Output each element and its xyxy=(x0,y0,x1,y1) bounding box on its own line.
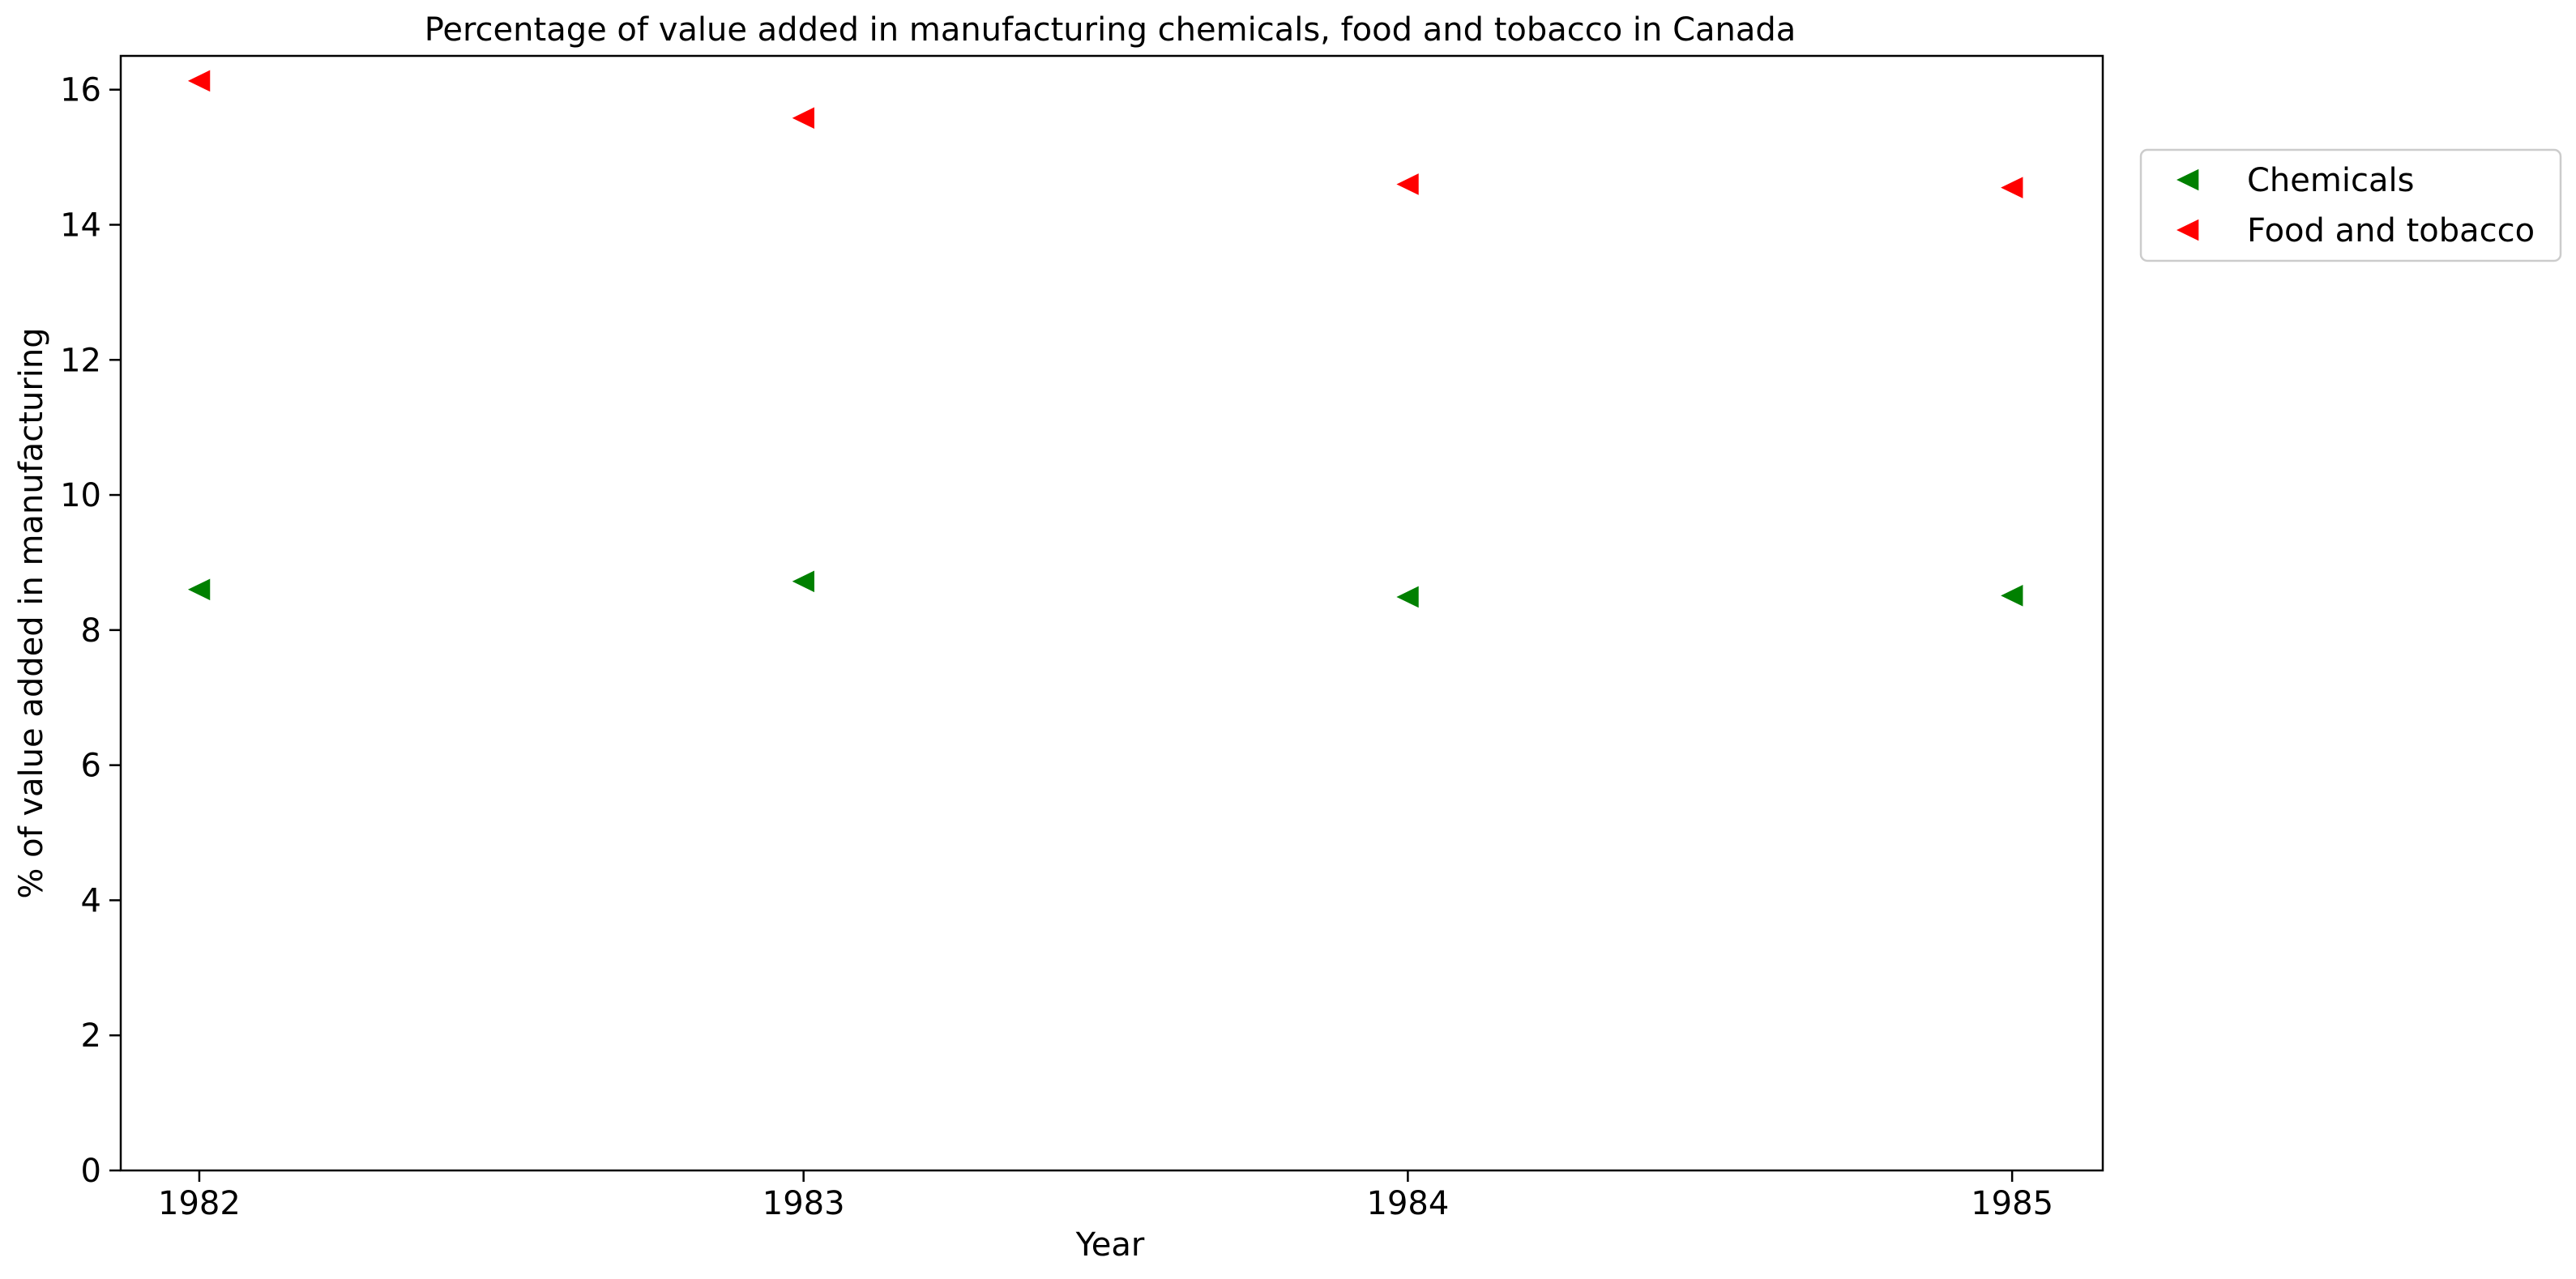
y-tick-label: 4 xyxy=(81,882,101,919)
x-tick-label: 1984 xyxy=(1367,1185,1450,1222)
legend: Chemicals Food and tobacco xyxy=(2139,148,2562,262)
data-point-food-and-tobacco xyxy=(2001,177,2023,198)
y-tick-label: 10 xyxy=(60,477,101,514)
x-tick-label: 1983 xyxy=(763,1185,845,1222)
y-tick-label: 14 xyxy=(60,207,101,244)
plot-area xyxy=(119,54,2104,1172)
y-tick-label: 12 xyxy=(60,342,101,379)
y-tick-label: 6 xyxy=(81,748,101,785)
data-points xyxy=(187,70,2023,608)
legend-marker xyxy=(2177,168,2199,191)
y-tick-label: 0 xyxy=(81,1153,101,1190)
legend-marker xyxy=(2177,219,2199,241)
data-point-food-and-tobacco xyxy=(792,107,814,130)
legend-label: Chemicals xyxy=(2247,162,2414,199)
data-point-chemicals xyxy=(1396,586,1419,608)
x-tick-label: 1985 xyxy=(1971,1185,2053,1222)
data-point-chemicals xyxy=(2001,585,2023,607)
y-tick-label: 2 xyxy=(81,1017,101,1055)
y-axis-label: % of value added in manufacturing xyxy=(13,327,50,898)
chart-title: Percentage of value added in manufacturi… xyxy=(425,11,1796,49)
y-tick-label: 16 xyxy=(60,72,101,109)
x-axis-label: Year xyxy=(1075,1226,1145,1264)
legend-label: Food and tobacco xyxy=(2247,212,2535,249)
y-tick-label: 8 xyxy=(81,612,101,650)
data-point-food-and-tobacco xyxy=(1396,173,1419,195)
x-axis: 1982 1983 1984 1985 xyxy=(158,1170,2053,1222)
legend-frame xyxy=(2139,148,2562,262)
data-point-food-and-tobacco xyxy=(187,70,211,92)
x-tick-label: 1982 xyxy=(158,1185,241,1222)
data-point-chemicals xyxy=(792,570,814,593)
data-point-chemicals xyxy=(187,578,211,601)
y-axis: 0 2 4 6 8 10 12 14 16 xyxy=(60,72,121,1190)
